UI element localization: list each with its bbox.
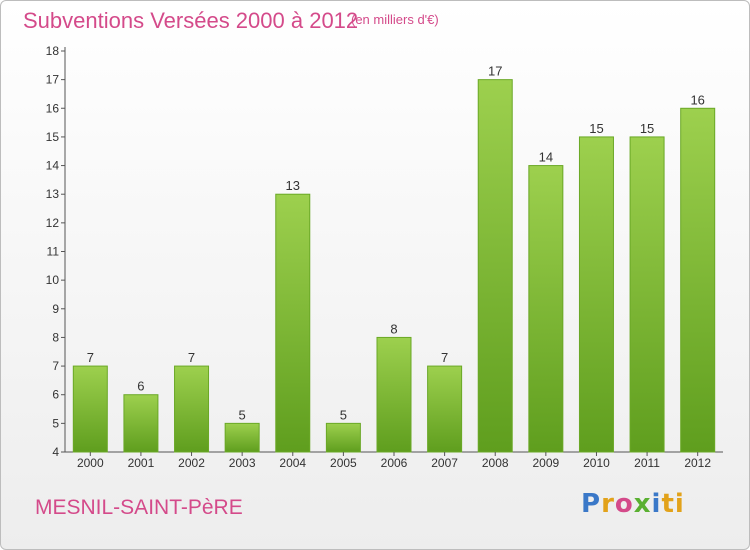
bar-value-label: 5 [239,407,246,422]
bar [174,365,210,453]
commune-name: MESNIL-SAINT-PèRE [35,496,243,519]
bar-value-label: 7 [188,350,195,365]
bar-value-label: 7 [441,350,448,365]
y-tick-label: 5 [52,416,59,430]
x-tick-label: 2012 [684,456,711,470]
y-tick-label: 10 [46,273,60,287]
bar-value-label: 17 [488,64,502,79]
y-tick-label: 8 [52,330,59,344]
bar [325,422,361,453]
proxiti-logo: Proxiti [581,489,685,519]
y-tick-label: 16 [46,101,60,115]
bar [680,107,716,453]
bar [72,365,108,453]
x-tick-label: 2005 [330,456,357,470]
y-tick-label: 4 [52,445,59,459]
x-tick-label: 2002 [178,456,205,470]
y-tick-label: 7 [52,359,59,373]
x-tick-label: 2010 [583,456,610,470]
y-tick-label: 13 [46,187,60,201]
x-tick-label: 2006 [381,456,408,470]
bar [477,79,513,453]
bar [123,394,159,453]
y-tick-label: 9 [52,302,59,316]
bar-value-label: 16 [690,92,704,107]
bar [629,136,665,453]
bar-value-label: 8 [390,321,397,336]
y-tick-label: 6 [52,388,59,402]
logo-letter: r [601,489,615,519]
bar [578,136,614,453]
bar [224,422,260,453]
bar [376,336,412,453]
logo-letter: i [651,489,662,519]
bar-value-label: 6 [137,379,144,394]
y-tick-label: 12 [46,216,60,230]
y-tick-label: 14 [46,159,60,173]
logo-letter: x [633,489,652,519]
x-tick-label: 2008 [482,456,509,470]
logo-letter: P [581,489,602,519]
bar-value-label: 13 [286,178,300,193]
x-tick-label: 2001 [128,456,155,470]
x-tick-label: 2007 [431,456,458,470]
bar [275,193,311,453]
x-tick-label: 2003 [229,456,256,470]
x-tick-label: 2011 [634,456,660,470]
bar [427,365,463,453]
y-tick-label: 18 [46,44,60,58]
y-tick-label: 15 [46,130,60,144]
bar-value-label: 15 [589,121,603,136]
bar [528,165,564,453]
y-tick-label: 11 [47,245,60,259]
y-tick-label: 17 [46,73,60,87]
bar-value-label: 5 [340,407,347,422]
x-tick-label: 2009 [532,456,559,470]
chart-title: Subventions Versées 2000 à 2012 [23,8,359,33]
bar-value-label: 7 [87,350,94,365]
x-tick-label: 2000 [77,456,104,470]
logo-letter: ti [661,489,685,519]
logo-letter: o [614,489,634,519]
x-tick-label: 2004 [279,456,306,470]
chart-unit: (en milliers d'€) [351,12,439,27]
bar-value-label: 14 [539,150,553,165]
bar-value-label: 15 [640,121,654,136]
